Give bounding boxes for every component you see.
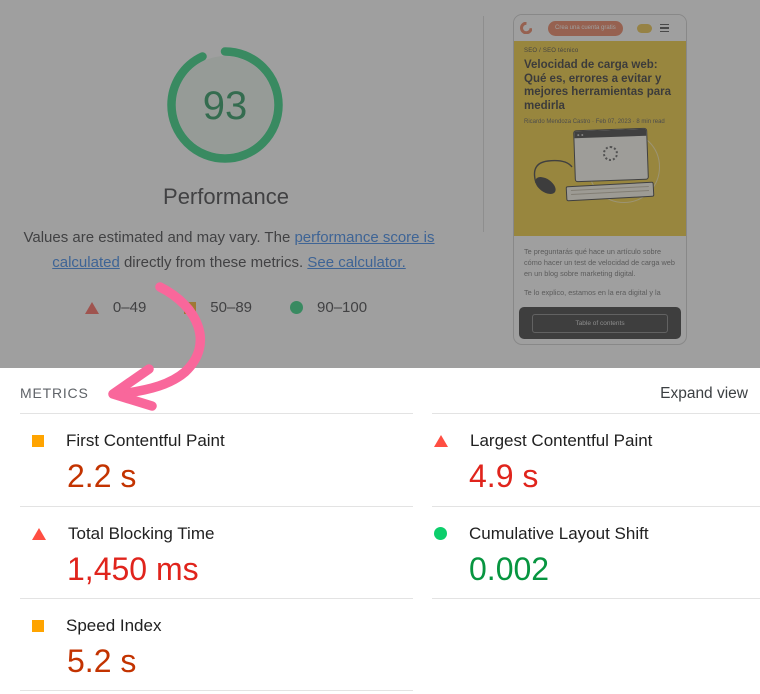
metric-name: Speed Index [66, 616, 162, 635]
metric-name: Total Blocking Time [68, 523, 215, 543]
triangle-red-icon [434, 435, 448, 447]
metric-value: 2.2 s [67, 458, 137, 494]
metrics-heading: METRICS [20, 385, 89, 401]
metric-name: Cumulative Layout Shift [469, 523, 649, 543]
metric-value: 0.002 [469, 550, 550, 587]
metric-value: 5.2 s [67, 643, 137, 679]
metric-largest-contentful-paint: Largest Contentful Paint 4.9 s [432, 413, 760, 506]
metric-cumulative-layout-shift: Cumulative Layout Shift 0.002 [432, 505, 760, 599]
metric-first-contentful-paint: First Contentful Paint 2.2 s [20, 413, 413, 506]
metric-name: First Contentful Paint [66, 431, 225, 450]
metrics-section: METRICS Expand view First Contentful Pai… [0, 368, 760, 694]
circle-green-icon [434, 527, 447, 540]
metric-value: 4.9 s [469, 458, 539, 494]
metric-name: Largest Contentful Paint [470, 431, 653, 450]
metrics-header: METRICS Expand view [20, 368, 748, 413]
metric-value: 1,450 ms [67, 550, 199, 587]
performance-summary-section: 93 Performance Values are estimated and … [0, 0, 760, 368]
metric-total-blocking-time: Total Blocking Time 1,450 ms [20, 505, 413, 599]
metric-speed-index: Speed Index 5.2 s [20, 598, 413, 691]
expand-view-button[interactable]: Expand view [660, 385, 748, 402]
square-orange-icon [32, 435, 44, 447]
square-orange-icon [32, 620, 44, 632]
metrics-grid: First Contentful Paint 2.2 s Largest Con… [20, 413, 760, 691]
dim-overlay [0, 0, 760, 368]
triangle-red-icon [32, 527, 46, 540]
metric-empty-cell [432, 598, 760, 691]
